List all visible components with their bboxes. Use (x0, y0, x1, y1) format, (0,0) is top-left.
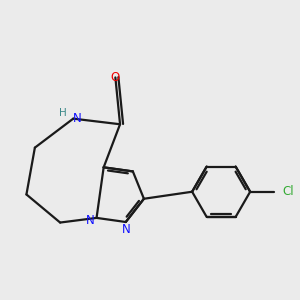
Text: Cl: Cl (282, 185, 294, 198)
Text: N: N (86, 214, 95, 227)
Text: O: O (111, 71, 120, 84)
Text: H: H (59, 108, 67, 118)
Text: N: N (73, 112, 81, 125)
Text: N: N (122, 224, 131, 236)
